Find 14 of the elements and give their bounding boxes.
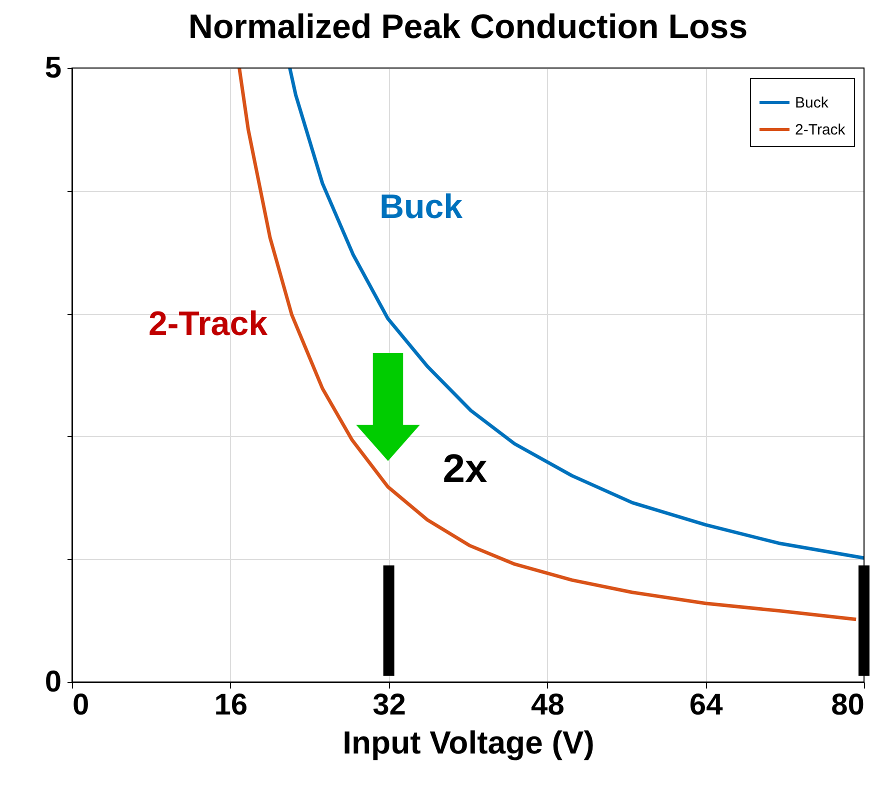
- chart-title: Normalized Peak Conduction Loss: [188, 8, 748, 46]
- x-tick-label: 80: [831, 688, 864, 722]
- x-tick-label: 0: [72, 688, 90, 722]
- x-axis-title: Input Voltage (V): [342, 724, 594, 760]
- x-tick-label: 64: [689, 688, 724, 722]
- x-tick-label: 16: [214, 688, 248, 722]
- x-tick-label: 32: [372, 688, 406, 722]
- y-tick-label: 5: [44, 52, 62, 84]
- annotation: 2-Track: [148, 305, 268, 343]
- legend-label: 2-Track: [795, 122, 846, 138]
- x-tick-label: 48: [531, 688, 564, 722]
- legend-label: Buck: [795, 94, 829, 112]
- annotation: Buck: [379, 188, 463, 226]
- annotation: 2x: [442, 447, 488, 491]
